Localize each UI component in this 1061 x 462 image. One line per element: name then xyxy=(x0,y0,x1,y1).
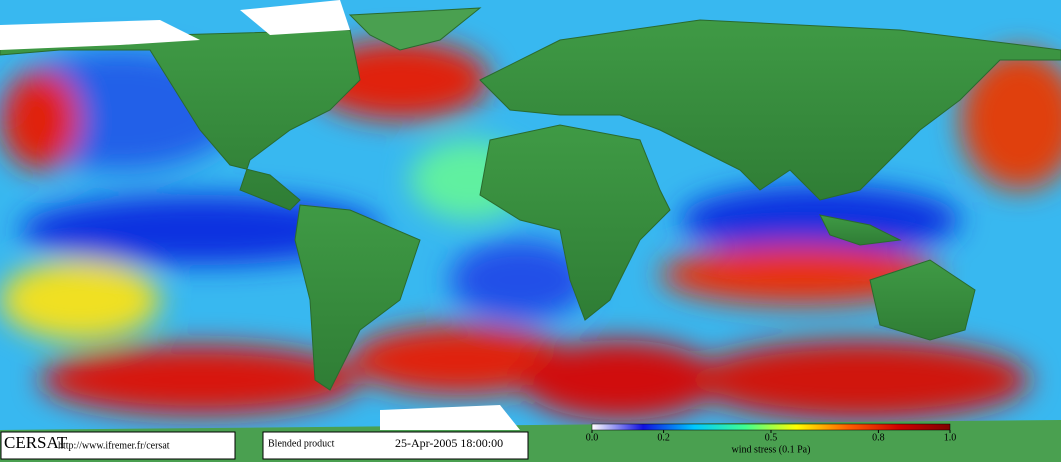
footer: CERSAT http://www.ifremer.fr/cersat Blen… xyxy=(0,431,529,460)
colorbar-tick-label: 1.0 xyxy=(944,432,957,443)
product: Blended product xyxy=(268,438,335,449)
logo: CERSAT xyxy=(4,433,68,452)
colorbar: 0.0 0.2 0.5 0.8 1.0 wind stress (0.1 Pa) xyxy=(586,423,957,455)
logo-box xyxy=(0,431,236,460)
ice xyxy=(0,0,520,430)
colorbar-tick-label: 0.2 xyxy=(657,432,670,443)
timestamp: 25-Apr-2005 18:00:00 xyxy=(395,436,503,450)
colorbar-tick-label: 0.5 xyxy=(765,432,778,443)
colorbar-label: wind stress (0.1 Pa) xyxy=(732,444,811,455)
product-box xyxy=(262,431,529,460)
colorbar-tick-label: 0.0 xyxy=(586,432,599,443)
url: http://www.ifremer.fr/cersat xyxy=(58,440,170,451)
land xyxy=(0,7,1061,462)
colorbar-tick-label: 0.8 xyxy=(872,432,885,443)
colorbar-scale xyxy=(591,423,951,431)
